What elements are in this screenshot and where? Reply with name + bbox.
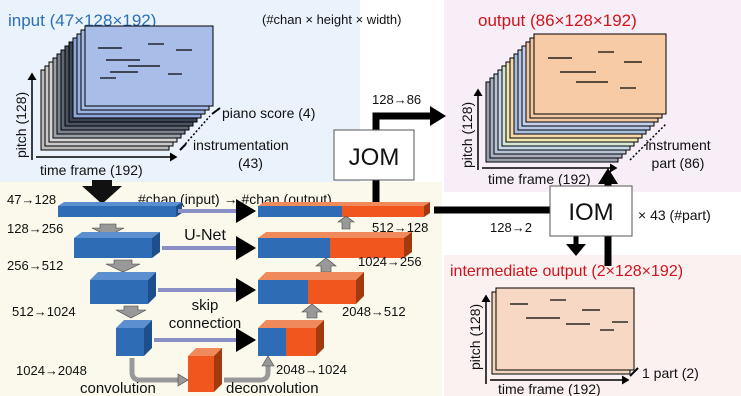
input-instr-label-1: instrumentation: [193, 137, 289, 153]
dec-block-2: [258, 232, 412, 258]
output-stack: [485, 33, 667, 163]
input-depth-axis: [179, 115, 211, 151]
output-time-label: time frame (192): [488, 171, 591, 187]
enc-ratio-3: 256→512: [7, 258, 63, 273]
input-title: input (47×128×192): [8, 11, 156, 30]
input-instr-label-2: (43): [238, 155, 263, 171]
intermediate-depth-axis: [629, 367, 639, 377]
intermediate-part-label: 1 part (2): [642, 365, 699, 381]
intermediate-stack: [491, 287, 635, 375]
deconv-arrow: [224, 364, 271, 383]
output-pitch-label: pitch (128): [459, 102, 475, 168]
dec-ratio-4: 2048→1024: [276, 362, 347, 377]
dec-block-3: [258, 272, 364, 304]
enc-block-2: [74, 232, 160, 258]
input-stack: [40, 25, 214, 151]
skip-label-2: connection: [169, 315, 242, 332]
deconv-label: deconvolution: [226, 380, 319, 396]
input-piano-bracket-top: [211, 107, 221, 115]
intermediate-pitch-label: pitch (128): [467, 304, 483, 370]
output-part-label-1: instrument: [645, 137, 710, 153]
intermediate-title: intermediate output (2×128×192): [450, 263, 683, 280]
iom-box: [549, 185, 633, 237]
unet-label: U-Net: [184, 227, 226, 244]
jom-ratio: 128→86: [372, 92, 421, 107]
enc-block-1: [58, 202, 182, 217]
enc-ratio-4: 512→1024: [12, 304, 76, 319]
enc-ratio-5: 1024→2048: [16, 363, 87, 378]
iom-label: IOM: [568, 199, 613, 226]
skip-label-1: skip: [192, 297, 219, 314]
up-arrow-1: [337, 215, 355, 230]
enc-ratio-1: 47→128: [7, 192, 56, 207]
iom-ratio: 128→2: [490, 220, 532, 235]
jom-box: [333, 129, 415, 181]
input-to-unet-arrow: [82, 180, 122, 204]
conv-arrow: [129, 358, 180, 383]
enc-block-4: [116, 320, 152, 356]
input-piano-bracket: [179, 143, 187, 151]
down-arrow-2: [105, 259, 141, 273]
output-title: output (86×128×192): [478, 11, 637, 30]
dec-ratio-1: 512→128: [372, 220, 428, 235]
iom-repeat: × 43 (#part): [638, 207, 711, 223]
input-piano-label: piano score (4): [222, 105, 315, 121]
intermediate-notes: [510, 299, 628, 331]
enc-ratio-2: 128→256: [7, 221, 63, 236]
dec-ratio-2: 1024→256: [358, 254, 422, 269]
down-arrow-3: [115, 305, 147, 319]
conv-label: convolution: [80, 380, 156, 396]
output-depth-axis: [629, 123, 667, 161]
input-time-label: time frame (192): [40, 162, 143, 178]
dec-ratio-3: 2048→512: [342, 304, 406, 319]
output-notes: [548, 51, 642, 89]
jom-label: JOM: [349, 144, 400, 171]
conv-arrow-head: [177, 373, 189, 387]
input-pitch-label: pitch (128): [13, 92, 29, 158]
up-arrow-2: [315, 257, 337, 273]
deconv-arrow-head: [261, 355, 275, 367]
dims-note: (#chan × height × width): [262, 12, 401, 27]
dec-block-4: [258, 320, 324, 356]
dec-block-1: [258, 202, 430, 217]
bottleneck-block: [188, 348, 222, 392]
up-arrow-3: [301, 303, 323, 319]
enc-block-3: [90, 272, 156, 304]
output-part-label-2: part (86): [652, 155, 705, 171]
intermediate-time-label: time frame (192): [498, 381, 601, 396]
input-notes: [98, 43, 192, 79]
